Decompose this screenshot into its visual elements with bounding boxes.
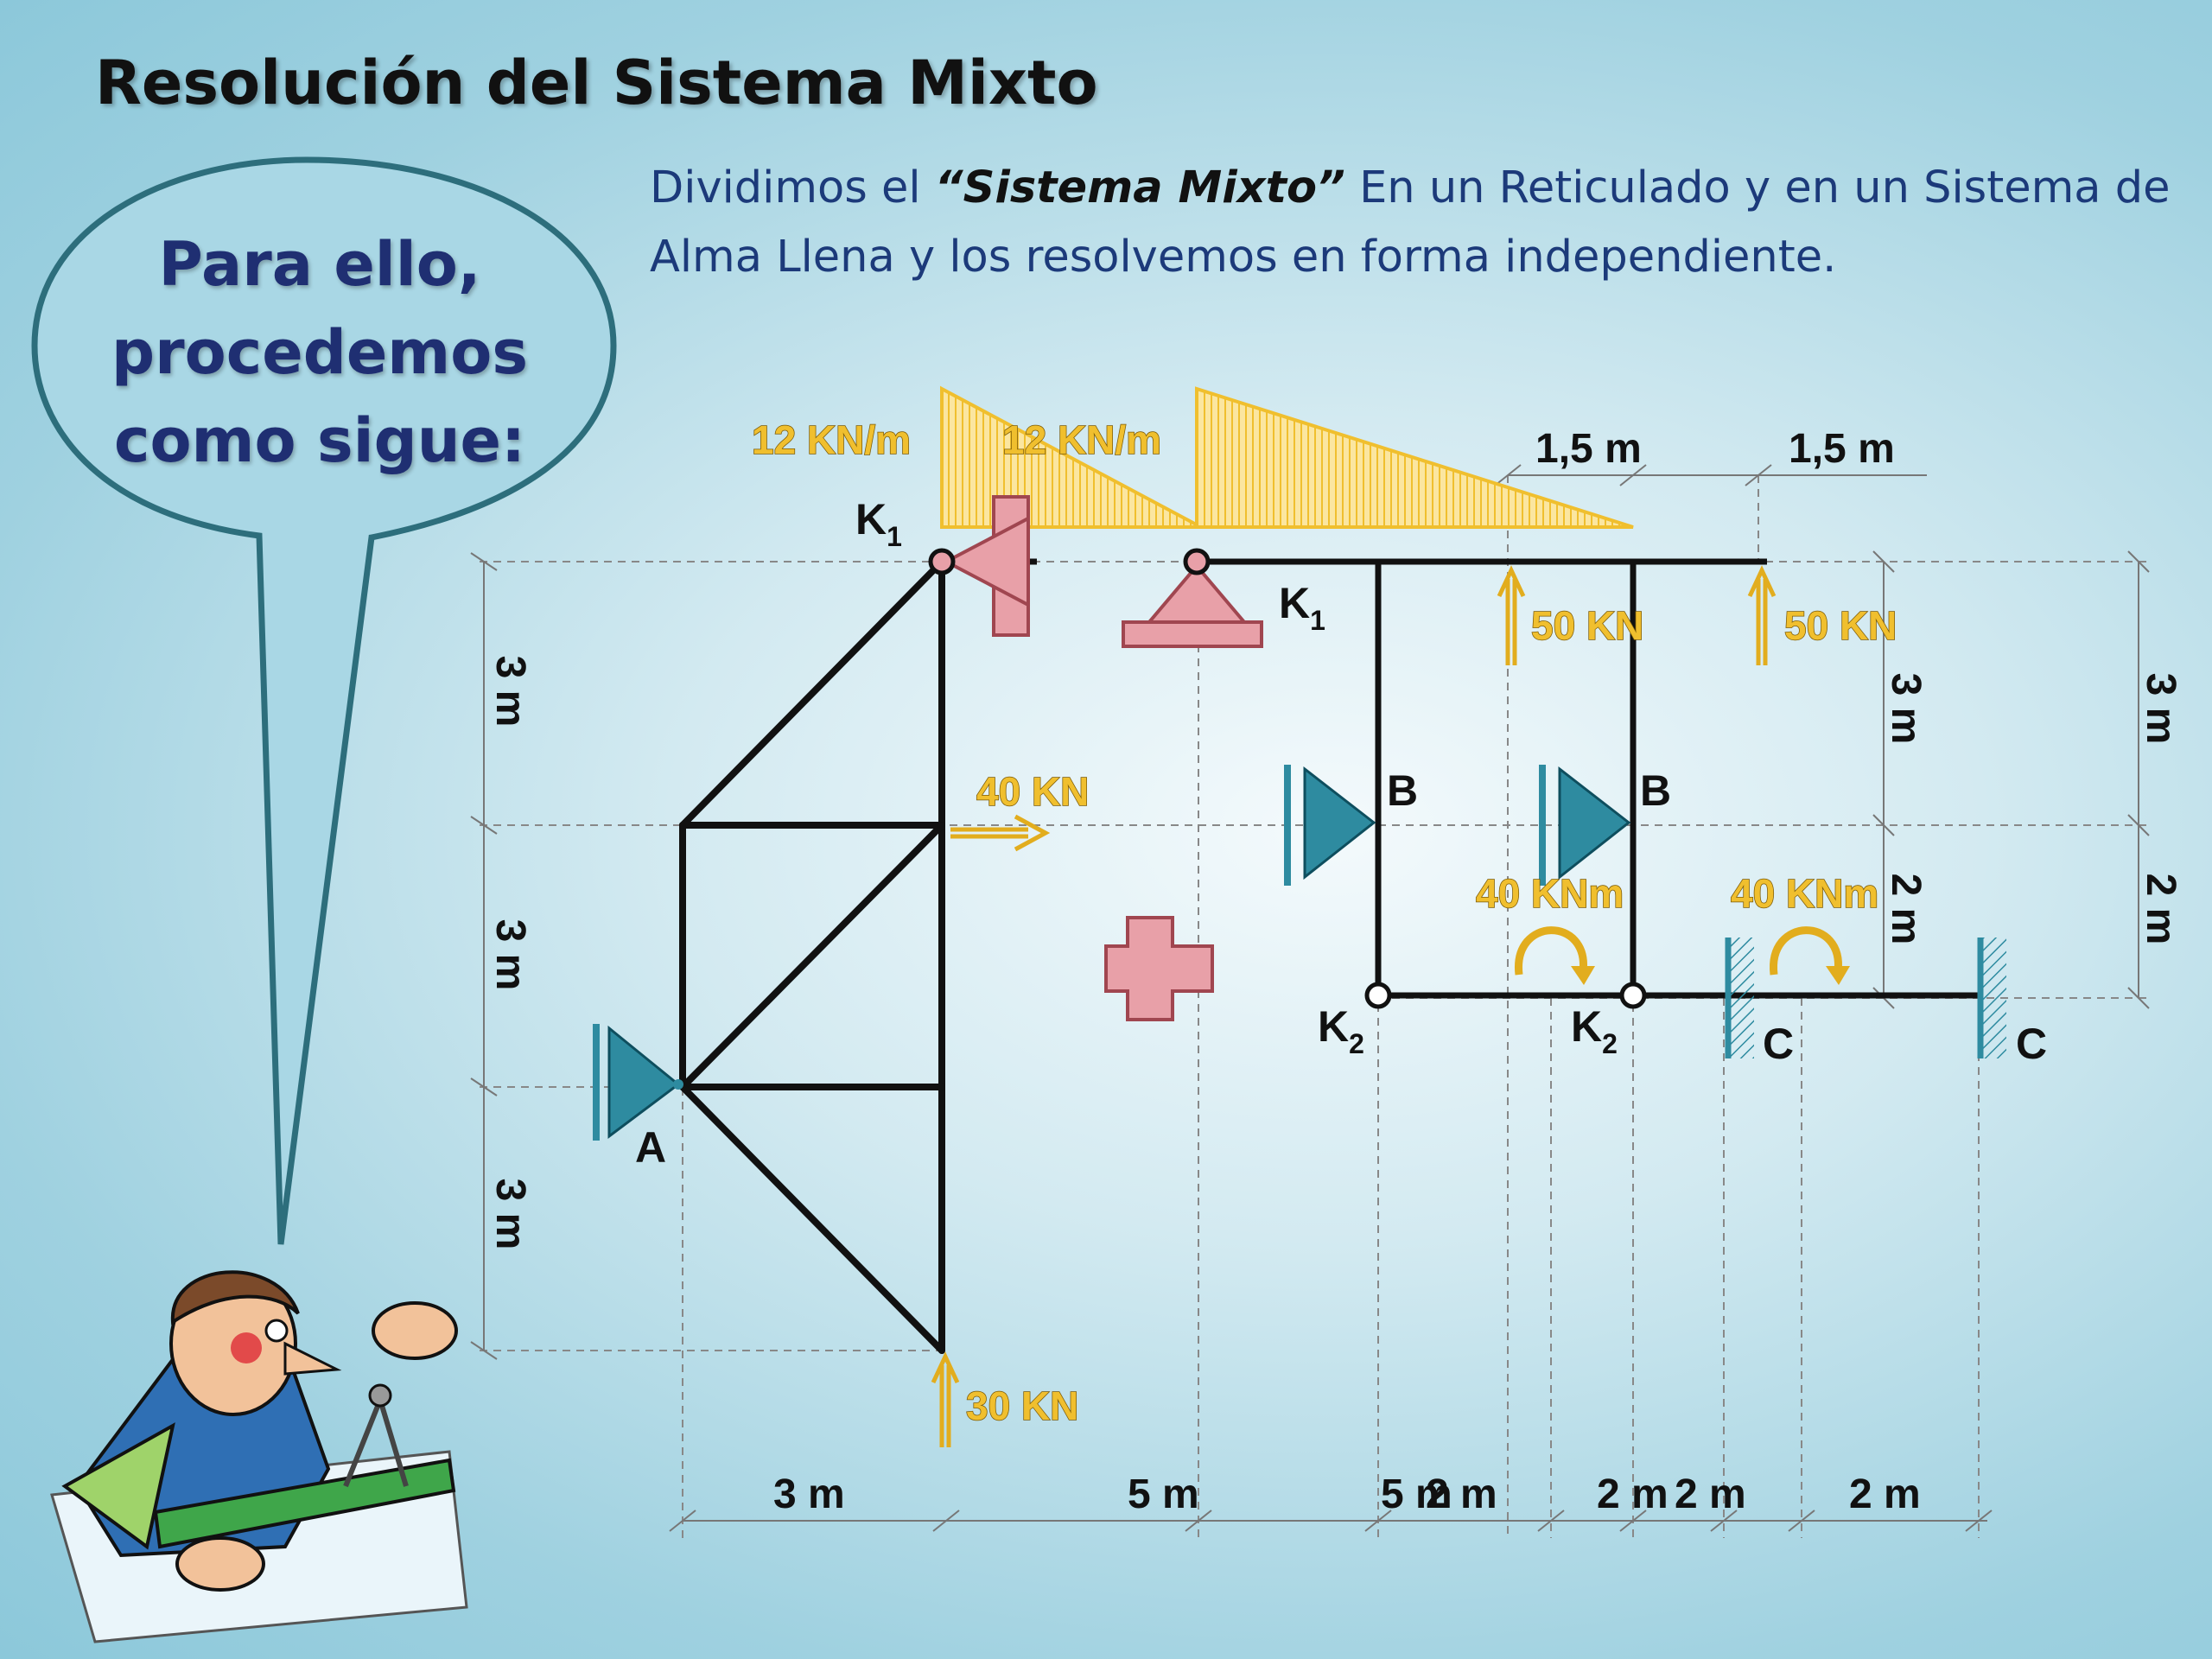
dimension-lines: [470, 464, 2150, 1532]
bubble-line-1: Para ello,: [158, 229, 481, 300]
k1-supports: [942, 495, 1263, 648]
distributed-load: [940, 385, 1634, 529]
node-k2-b: K2: [1571, 1002, 1618, 1059]
bubble-text: Para ello, procedemos como sigue:: [60, 220, 579, 485]
dim-bottom-2: 5 m: [1128, 1471, 1199, 1517]
moment-label-1: 40 KNm: [1476, 871, 1624, 916]
dist-load-label-right: 12 KN/m: [1002, 417, 1161, 462]
horizontal-load-label: 40 KN: [976, 769, 1089, 814]
node-c-1: C: [1763, 1020, 1794, 1068]
dim-left-mid: 3 m: [487, 919, 533, 991]
intro-text: Dividimos el “Sistema Mixto” En un Retic…: [650, 154, 2188, 292]
dim-bottom-3: 5 m: [1381, 1471, 1452, 1517]
vertical-load-label: 30 KN: [966, 1383, 1078, 1428]
dim-top-1: 1,5 m: [1535, 426, 1642, 472]
dim-right-b-top: 3 m: [2138, 673, 2183, 745]
intro-part1: Dividimos el: [650, 162, 935, 213]
dim-bottom-1: 3 m: [773, 1471, 845, 1517]
hinges: [673, 548, 1647, 1090]
dim-right-a-bot: 2 m: [1883, 874, 1929, 945]
dim-right-b-bot: 2 m: [2138, 874, 2183, 945]
engineer-illustration: [50, 1270, 468, 1643]
dim-right-a-top: 3 m: [1883, 673, 1929, 745]
node-k1-frame: K1: [1279, 579, 1325, 636]
point-load-label-1: 50 KN: [1531, 603, 1643, 648]
dist-load-label-left: 12 KN/m: [752, 417, 911, 462]
load-arrows: [931, 565, 1850, 1447]
dim-top-2: 1,5 m: [1789, 426, 1895, 472]
node-a: A: [635, 1123, 666, 1172]
node-c-2: C: [2016, 1020, 2047, 1068]
dim-bottom-6: 2 m: [1675, 1471, 1746, 1517]
moment-label-2: 40 KNm: [1731, 871, 1878, 916]
speech-bubble: [31, 156, 617, 1245]
dim-bottom-7: 2 m: [1849, 1471, 1921, 1517]
node-b-1: B: [1387, 766, 1418, 815]
dim-bottom-5: 2 m: [1597, 1471, 1669, 1517]
bubble-line-3: como sigue:: [113, 405, 526, 476]
node-k1-truss: K1: [855, 495, 902, 552]
truss: [679, 558, 945, 1354]
dim-bottom-4: 2 m: [1426, 1471, 1497, 1517]
intro-emphasis: “Sistema Mixto”: [934, 162, 1345, 213]
plus-symbol: [1104, 916, 1214, 1021]
node-k2-a: K2: [1318, 1002, 1364, 1059]
intro-part2: En un Reticulado y en un Sistema de Alma…: [650, 162, 2171, 283]
point-load-label-2: 50 KN: [1784, 603, 1897, 648]
teal-supports: [593, 765, 2006, 1141]
slide-title: Resolución del Sistema Mixto: [95, 48, 1098, 118]
bubble-line-2: procedemos: [111, 317, 528, 388]
dim-left-top: 3 m: [487, 656, 533, 728]
dim-left-bot: 3 m: [487, 1179, 533, 1250]
node-b-2: B: [1640, 766, 1671, 815]
